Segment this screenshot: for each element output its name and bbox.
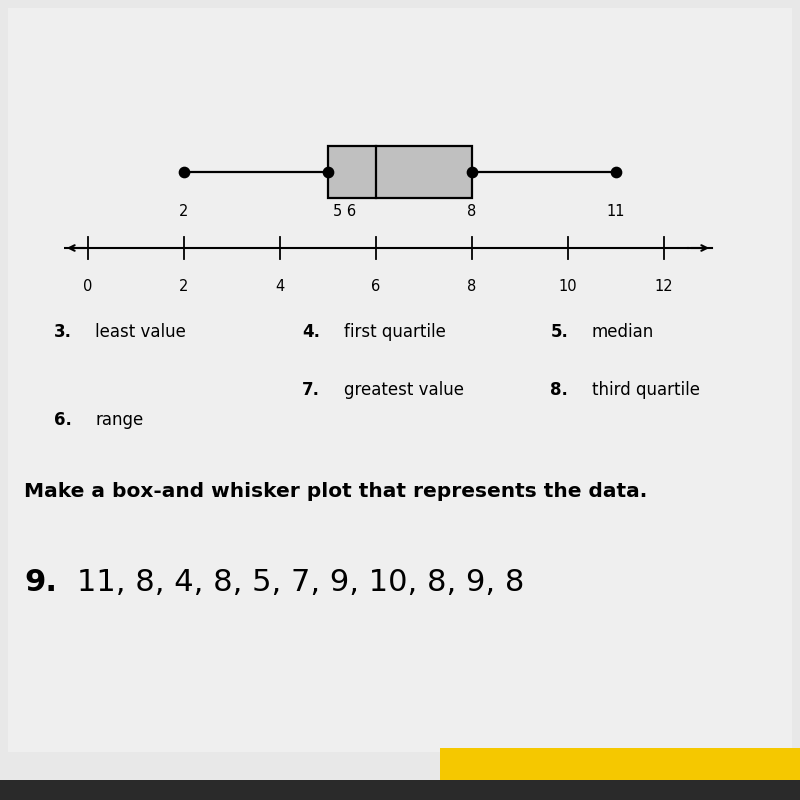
Point [610,166,622,178]
Text: 4.: 4. [302,323,320,341]
Text: Make a box-and whisker plot that represents the data.: Make a box-and whisker plot that represe… [24,482,647,501]
Text: third quartile: third quartile [592,381,700,399]
Text: 4: 4 [275,279,285,294]
Text: 11: 11 [606,204,626,219]
Text: 5.: 5. [550,323,568,341]
Point [466,166,478,178]
Text: least value: least value [95,323,186,341]
FancyBboxPatch shape [8,8,792,752]
Text: range: range [95,411,144,429]
Text: 2: 2 [179,204,189,219]
Text: 7.: 7. [302,381,320,399]
Bar [328,146,472,198]
Text: 11, 8, 4, 8, 5, 7, 9, 10, 8, 9, 8: 11, 8, 4, 8, 5, 7, 9, 10, 8, 9, 8 [77,568,524,597]
Text: 12: 12 [654,279,674,294]
Text: 3.: 3. [54,323,72,341]
Text: 10: 10 [558,279,578,294]
Text: 6.: 6. [54,411,72,429]
FancyBboxPatch shape [0,780,800,800]
Text: median: median [592,323,654,341]
Text: 2: 2 [179,279,189,294]
Text: 9.: 9. [24,568,57,597]
Point [322,166,334,178]
Text: greatest value: greatest value [344,381,464,399]
Text: 6: 6 [371,279,381,294]
Text: 8: 8 [467,204,477,219]
Text: 8: 8 [467,279,477,294]
Point [178,166,190,178]
Text: first quartile: first quartile [344,323,446,341]
Text: 0: 0 [83,279,93,294]
Text: 8.: 8. [550,381,568,399]
Text: 5 6: 5 6 [334,204,356,219]
FancyBboxPatch shape [440,748,800,800]
